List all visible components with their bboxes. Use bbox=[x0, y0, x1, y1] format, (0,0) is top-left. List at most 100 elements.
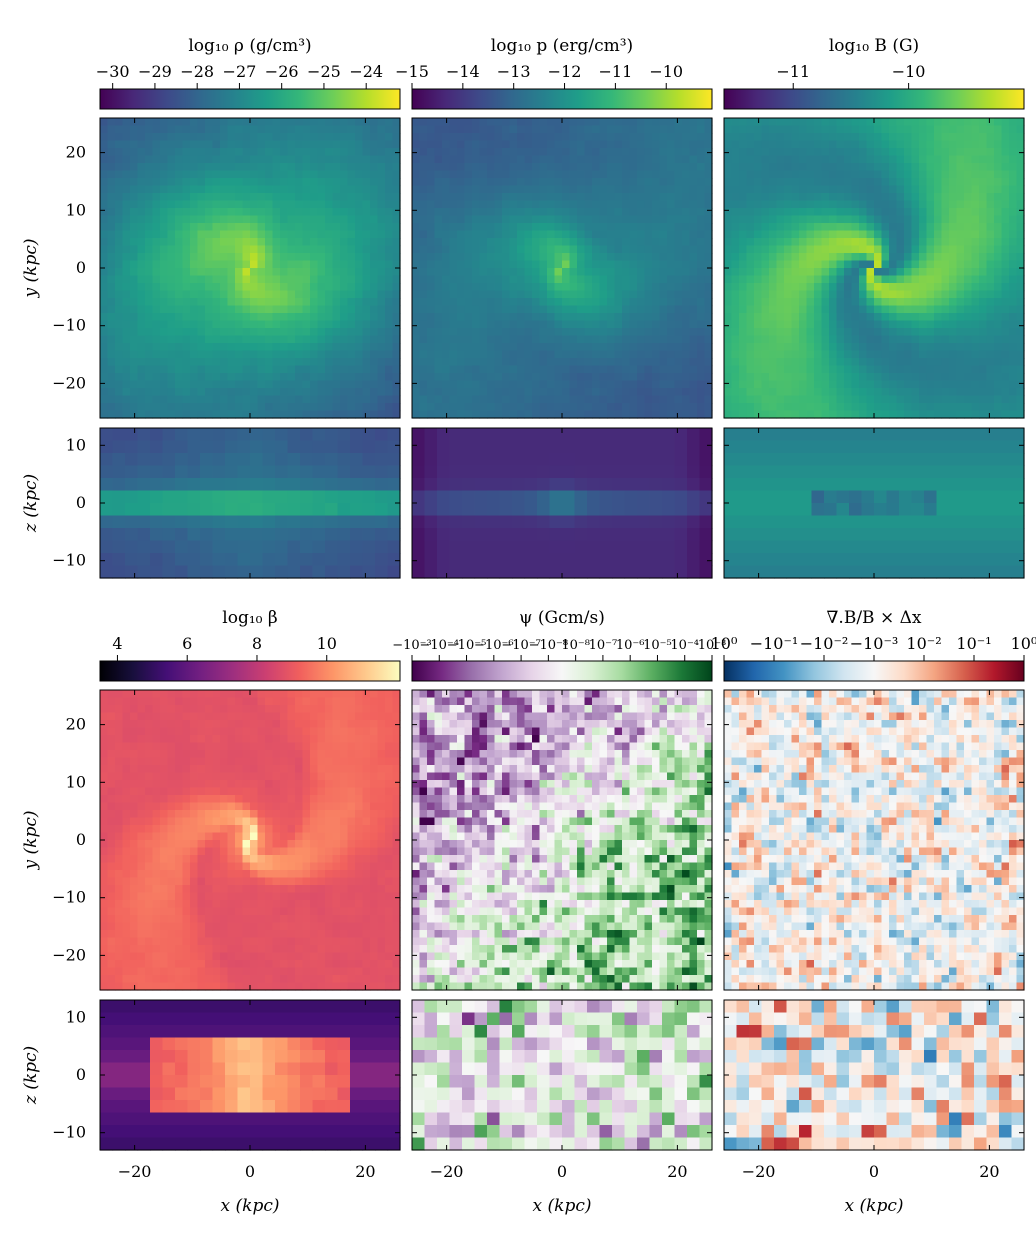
pixel-cell bbox=[941, 305, 950, 314]
pixel-cell bbox=[122, 215, 131, 224]
pixel-cell bbox=[614, 193, 623, 202]
pixel-cell bbox=[592, 133, 601, 142]
pixel-cell bbox=[836, 148, 845, 157]
pixel-cell bbox=[370, 155, 379, 164]
pixel-cell bbox=[562, 410, 571, 419]
pixel-cell bbox=[317, 185, 326, 194]
pixel-cell bbox=[941, 125, 950, 134]
pixel-cell bbox=[682, 395, 691, 404]
pixel-cell bbox=[317, 140, 326, 149]
pixel-cell bbox=[449, 403, 458, 412]
pixel-cell bbox=[205, 148, 214, 157]
pixel-cell bbox=[479, 328, 488, 337]
pixel-cell bbox=[584, 403, 593, 412]
pixel-cell bbox=[517, 343, 526, 352]
pixel-cell bbox=[487, 380, 496, 389]
pixel-cell bbox=[746, 290, 755, 299]
pixel-cell bbox=[547, 388, 556, 397]
pixel-cell bbox=[986, 335, 995, 344]
pixel-cell bbox=[182, 170, 191, 179]
pixel-cell bbox=[941, 215, 950, 224]
pixel-cell bbox=[622, 328, 631, 337]
pixel-cell bbox=[479, 245, 488, 254]
pixel-cell bbox=[629, 133, 638, 142]
pixel-cell bbox=[674, 388, 683, 397]
pixel-cell bbox=[262, 440, 276, 454]
pixel-cell bbox=[295, 410, 304, 419]
pixel-cell bbox=[250, 170, 259, 179]
pixel-cell bbox=[629, 395, 638, 404]
pixel-cell bbox=[562, 245, 571, 254]
pixel-cell bbox=[287, 343, 296, 352]
pixel-cell bbox=[829, 313, 838, 322]
pixel-cell bbox=[986, 260, 995, 269]
pixel-cell bbox=[427, 343, 436, 352]
pixel-cell bbox=[964, 140, 973, 149]
pixel-cell bbox=[385, 305, 394, 314]
pixel-cell bbox=[122, 395, 131, 404]
pixel-cell bbox=[479, 313, 488, 322]
pixel-cell bbox=[739, 343, 748, 352]
pixel-cell bbox=[637, 380, 646, 389]
pixel-cell bbox=[347, 365, 356, 374]
pixel-cell bbox=[814, 238, 823, 247]
pixel-cell bbox=[754, 380, 763, 389]
pixel-cell bbox=[956, 125, 965, 134]
pixel-cell bbox=[442, 155, 451, 164]
pixel-cell bbox=[652, 268, 661, 277]
pixel-cell bbox=[806, 148, 815, 157]
pixel-cell bbox=[731, 155, 740, 164]
pixel-cell bbox=[167, 313, 176, 322]
pixel-cell bbox=[724, 410, 733, 419]
pixel-cell bbox=[761, 313, 770, 322]
pixel-cell bbox=[926, 178, 935, 187]
pixel-cell bbox=[494, 148, 503, 157]
pixel-cell bbox=[971, 410, 980, 419]
pixel-cell bbox=[115, 238, 124, 247]
pixel-cell bbox=[859, 343, 868, 352]
pixel-cell bbox=[370, 238, 379, 247]
pixel-cell bbox=[370, 193, 379, 202]
pixel-cell bbox=[449, 290, 458, 299]
pixel-cell bbox=[562, 403, 571, 412]
pixel-cell bbox=[881, 223, 890, 232]
pixel-cell bbox=[145, 140, 154, 149]
pixel-cell bbox=[494, 380, 503, 389]
pixel-cell bbox=[532, 133, 541, 142]
pixel-cell bbox=[362, 223, 371, 232]
pixel-cell bbox=[769, 170, 778, 179]
pixel-cell bbox=[250, 118, 259, 127]
pixel-cell bbox=[242, 305, 251, 314]
pixel-cell bbox=[724, 238, 733, 247]
pixel-cell bbox=[205, 193, 214, 202]
pixel-cell bbox=[754, 268, 763, 277]
pixel-cell bbox=[167, 335, 176, 344]
pixel-cell bbox=[919, 178, 928, 187]
pixel-cell bbox=[547, 185, 556, 194]
pixel-cell bbox=[934, 118, 943, 127]
pixel-cell bbox=[137, 328, 146, 337]
pixel-cell bbox=[731, 335, 740, 344]
pixel-cell bbox=[427, 350, 436, 359]
pixel-cell bbox=[130, 380, 139, 389]
pixel-cell bbox=[205, 373, 214, 382]
pixel-cell bbox=[629, 223, 638, 232]
pixel-cell bbox=[347, 253, 356, 262]
pixel-cell bbox=[427, 260, 436, 269]
pixel-cell bbox=[881, 163, 890, 172]
pixel-cell bbox=[370, 245, 379, 254]
pixel-cell bbox=[866, 395, 875, 404]
pixel-cell bbox=[280, 320, 289, 329]
pixel-cell bbox=[896, 313, 905, 322]
pixel-cell bbox=[524, 403, 533, 412]
pixel-cell bbox=[629, 193, 638, 202]
pixel-cell bbox=[821, 118, 830, 127]
pixel-cell bbox=[659, 140, 668, 149]
pixel-cell bbox=[517, 118, 526, 127]
pixel-cell bbox=[689, 335, 698, 344]
pixel-cell bbox=[100, 503, 114, 517]
pixel-cell bbox=[836, 298, 845, 307]
pixel-cell bbox=[272, 313, 281, 322]
pixel-cell bbox=[479, 170, 488, 179]
pixel-cell bbox=[599, 313, 608, 322]
